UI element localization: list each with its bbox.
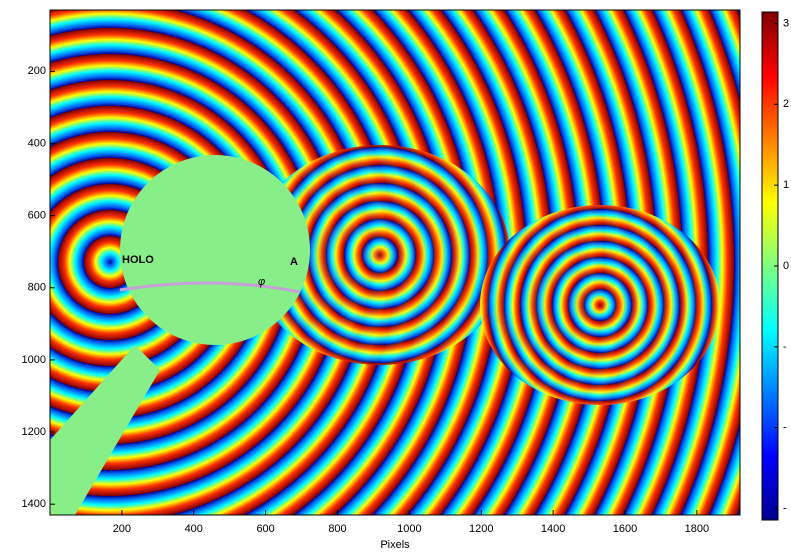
logo-superscript: A	[290, 256, 298, 268]
colorbar-tick-label: 1	[783, 179, 789, 191]
colorbar-tick-label: -	[783, 341, 787, 353]
logo-symbol: φ	[258, 276, 265, 288]
colorbar-tick-label: 2	[783, 98, 789, 110]
x-tick-label: 1200	[469, 523, 493, 535]
x-tick-label: 800	[328, 523, 346, 535]
y-tick-label: 800	[28, 282, 46, 294]
y-tick-label: 200	[28, 65, 46, 77]
x-tick-label: 1400	[541, 523, 565, 535]
x-tick-label: 1000	[397, 523, 421, 535]
x-axis-label: Pixels	[380, 539, 410, 550]
phase-image: HOLO φ A	[50, 10, 740, 515]
logo-text: HOLO	[122, 254, 154, 266]
y-tick-label: 1400	[22, 498, 46, 510]
x-tick-label: 1800	[685, 523, 709, 535]
x-tick-label: 400	[185, 523, 203, 535]
x-tick-label: 1600	[613, 523, 637, 535]
colorbar-tick-label: -	[783, 422, 787, 434]
x-tick-label: 200	[113, 523, 131, 535]
y-tick-label: 1200	[22, 426, 46, 438]
y-tick-label: 400	[28, 137, 46, 149]
axes-frame	[49, 9, 741, 516]
x-tick-label: 600	[256, 523, 274, 535]
logo-circle	[120, 155, 310, 345]
y-tick-label: 600	[28, 210, 46, 222]
colorbar-tick-label: -	[783, 502, 787, 514]
colorbar-tick-label: 0	[783, 260, 789, 272]
colorbar-tick-label: 3	[783, 17, 789, 29]
y-tick-label: 1000	[22, 354, 46, 366]
